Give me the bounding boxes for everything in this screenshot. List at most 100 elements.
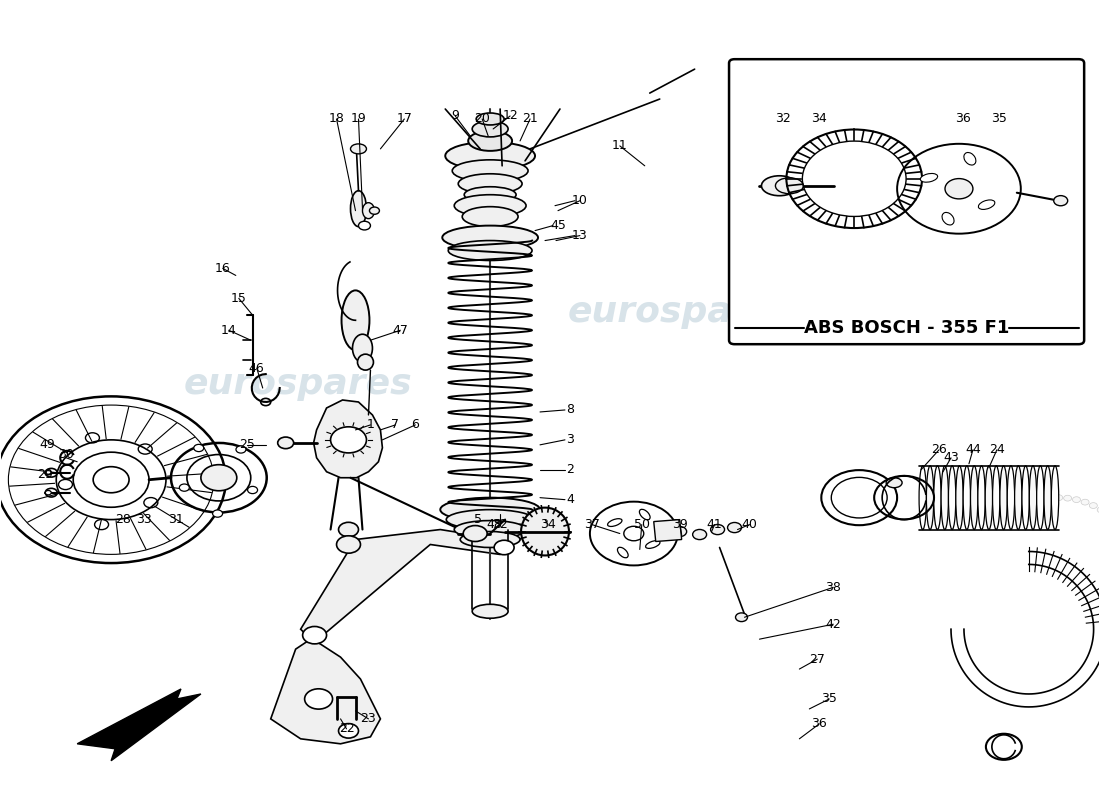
Ellipse shape: [942, 213, 954, 225]
Ellipse shape: [1030, 466, 1036, 530]
Text: 8: 8: [565, 403, 574, 417]
Ellipse shape: [1022, 466, 1030, 530]
FancyBboxPatch shape: [729, 59, 1085, 344]
Text: 14: 14: [221, 324, 236, 337]
Ellipse shape: [1014, 466, 1022, 530]
Text: 32: 32: [493, 518, 508, 531]
Ellipse shape: [464, 186, 516, 202]
Circle shape: [494, 540, 514, 554]
Text: 33: 33: [136, 513, 152, 526]
Text: 7: 7: [392, 418, 399, 431]
Circle shape: [1064, 495, 1071, 501]
Text: 10: 10: [572, 194, 587, 207]
Circle shape: [236, 446, 246, 453]
Circle shape: [693, 530, 706, 540]
Text: 41: 41: [706, 518, 723, 531]
Ellipse shape: [887, 478, 902, 488]
Ellipse shape: [472, 604, 508, 618]
Text: 13: 13: [572, 229, 587, 242]
Circle shape: [673, 526, 686, 537]
Text: 37: 37: [584, 518, 600, 531]
Circle shape: [339, 723, 359, 738]
Text: 42: 42: [825, 618, 842, 630]
Circle shape: [277, 437, 294, 449]
Ellipse shape: [942, 466, 948, 530]
Circle shape: [727, 522, 741, 533]
Circle shape: [1081, 499, 1089, 505]
Circle shape: [1089, 502, 1098, 509]
Polygon shape: [653, 519, 682, 542]
Ellipse shape: [978, 200, 994, 210]
Circle shape: [1072, 497, 1080, 502]
Text: 5: 5: [474, 513, 482, 526]
Circle shape: [370, 207, 379, 214]
Circle shape: [1055, 494, 1063, 501]
Text: 35: 35: [991, 113, 1006, 126]
Circle shape: [212, 510, 222, 518]
Text: 17: 17: [396, 113, 412, 126]
Ellipse shape: [476, 113, 504, 125]
Polygon shape: [271, 639, 381, 744]
Circle shape: [302, 626, 327, 644]
Ellipse shape: [351, 144, 366, 154]
Text: 26: 26: [931, 443, 947, 456]
Circle shape: [624, 526, 644, 541]
Text: 21: 21: [522, 113, 538, 126]
Ellipse shape: [1000, 466, 1008, 530]
Ellipse shape: [351, 190, 366, 226]
Circle shape: [1097, 507, 1100, 513]
Circle shape: [179, 484, 189, 491]
Ellipse shape: [358, 354, 373, 370]
Circle shape: [711, 525, 725, 534]
Ellipse shape: [646, 541, 660, 548]
Ellipse shape: [639, 510, 650, 520]
Circle shape: [359, 222, 371, 230]
Text: 23: 23: [361, 712, 376, 726]
Ellipse shape: [761, 176, 798, 196]
Ellipse shape: [970, 466, 978, 530]
Ellipse shape: [1008, 466, 1014, 530]
Circle shape: [45, 470, 52, 475]
Polygon shape: [77, 689, 201, 761]
Ellipse shape: [1044, 466, 1052, 530]
Text: 1: 1: [366, 418, 374, 431]
Ellipse shape: [460, 531, 520, 547]
Text: 16: 16: [214, 262, 231, 275]
Ellipse shape: [341, 290, 370, 350]
Ellipse shape: [607, 518, 621, 526]
Text: 25: 25: [239, 438, 255, 451]
Circle shape: [201, 465, 236, 490]
Circle shape: [736, 613, 748, 622]
Text: 34: 34: [812, 113, 827, 126]
Ellipse shape: [452, 160, 528, 182]
Ellipse shape: [363, 202, 374, 218]
Ellipse shape: [926, 466, 934, 530]
Text: 28: 28: [116, 513, 131, 526]
Text: 20: 20: [474, 113, 491, 126]
Ellipse shape: [440, 498, 540, 522]
Ellipse shape: [447, 510, 534, 530]
Circle shape: [248, 486, 257, 494]
Text: 36: 36: [955, 113, 971, 126]
Text: ABS BOSCH - 355 F1: ABS BOSCH - 355 F1: [804, 319, 1010, 338]
Ellipse shape: [1052, 466, 1058, 530]
Text: 43: 43: [943, 451, 959, 464]
Ellipse shape: [454, 521, 526, 538]
Text: 30: 30: [58, 448, 74, 462]
Text: 46: 46: [249, 362, 265, 374]
Text: 27: 27: [810, 653, 825, 666]
Ellipse shape: [617, 547, 628, 558]
Text: 49: 49: [40, 438, 55, 451]
Text: 50: 50: [634, 518, 650, 531]
Text: 39: 39: [672, 518, 688, 531]
Text: 44: 44: [965, 443, 981, 456]
Text: 40: 40: [741, 518, 758, 531]
Ellipse shape: [459, 174, 522, 194]
Ellipse shape: [920, 466, 926, 530]
Ellipse shape: [948, 466, 956, 530]
Ellipse shape: [454, 194, 526, 217]
Circle shape: [45, 490, 52, 495]
Text: 47: 47: [393, 324, 408, 337]
Circle shape: [337, 536, 361, 553]
Text: eurospares: eurospares: [184, 367, 412, 401]
